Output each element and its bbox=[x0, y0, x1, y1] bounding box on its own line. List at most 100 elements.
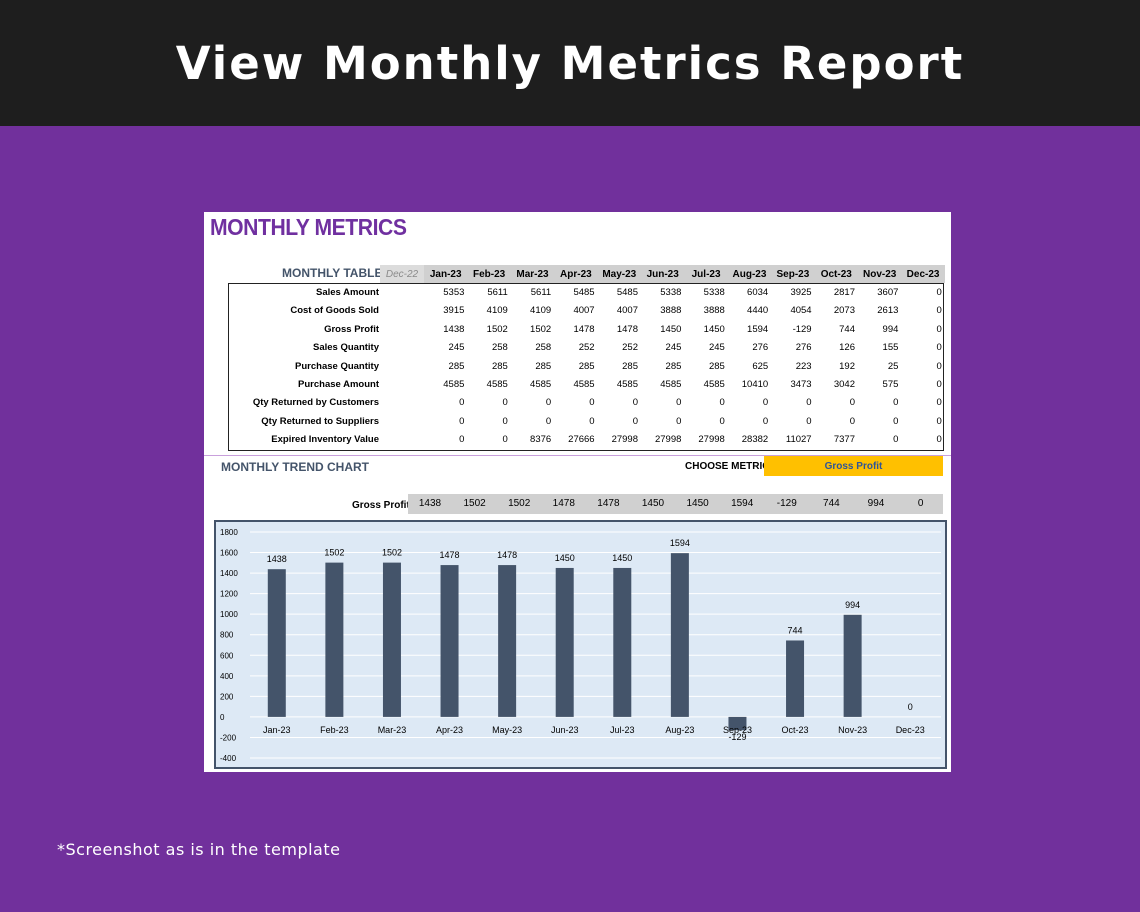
table-row: Purchase Quantity 285 285 285 285 285 285 285 62… bbox=[229, 358, 945, 376]
table-cell: 3888 bbox=[660, 305, 682, 317]
table-cell: 0 bbox=[936, 360, 942, 372]
metric-select[interactable]: Gross Profit bbox=[764, 456, 943, 476]
x-tick-label: Jul-23 bbox=[610, 725, 635, 735]
footnote: *Screenshot as is in the template bbox=[57, 840, 341, 859]
table-cell: 4585 bbox=[573, 379, 595, 390]
table-cell: 625 bbox=[752, 360, 769, 372]
month-header: Sep-23 bbox=[771, 265, 815, 283]
bar bbox=[267, 569, 286, 717]
table-cell: 5353 bbox=[443, 287, 465, 298]
x-tick-label: Apr-23 bbox=[436, 725, 463, 735]
table-cell: 5338 bbox=[660, 287, 682, 298]
strip-value: 1502 bbox=[463, 498, 486, 509]
row-label: Gross Profit bbox=[324, 323, 379, 335]
table-cell: 1502 bbox=[530, 323, 552, 335]
strip-value: 1478 bbox=[597, 498, 620, 509]
bar bbox=[498, 565, 517, 717]
table-cell: 575 bbox=[882, 379, 899, 390]
x-tick-label: Mar-23 bbox=[378, 725, 407, 735]
choose-metric-label: CHOOSE METRIC bbox=[685, 461, 770, 472]
data-label: 1502 bbox=[382, 548, 402, 558]
y-tick-label: 1200 bbox=[220, 590, 238, 599]
banner: View Monthly Metrics Report bbox=[0, 0, 1140, 126]
table-row: Purchase Amount 4585 4585 4585 4585 4585 4585 4… bbox=[229, 376, 945, 394]
table-cell: 4585 bbox=[616, 379, 638, 390]
table-cell: 0 bbox=[632, 397, 638, 409]
x-tick-label: May-23 bbox=[492, 725, 522, 735]
table-cell: 0 bbox=[936, 342, 942, 354]
table-cell: 25 bbox=[887, 360, 899, 372]
table-cell: 5611 bbox=[487, 287, 508, 298]
table-cell: 223 bbox=[795, 360, 812, 372]
table-cell: 0 bbox=[502, 434, 508, 446]
month-header: Oct-23 bbox=[814, 265, 858, 283]
table-cell: 0 bbox=[459, 397, 465, 409]
y-tick-label: 0 bbox=[220, 713, 225, 722]
table-cell: 245 bbox=[708, 342, 725, 354]
table-cell: 0 bbox=[893, 415, 899, 427]
data-label: 1450 bbox=[555, 553, 575, 563]
table-cell: 0 bbox=[545, 397, 552, 409]
month-header: Jul-23 bbox=[684, 265, 728, 283]
table-cell: 27666 bbox=[568, 434, 595, 446]
table-cell: 1450 bbox=[660, 323, 682, 335]
x-tick-label: Aug-23 bbox=[665, 725, 694, 735]
strip-value: 744 bbox=[823, 498, 840, 509]
table-cell: 4007 bbox=[616, 305, 638, 317]
data-label: 1450 bbox=[612, 553, 632, 563]
table-cell: 0 bbox=[849, 397, 855, 409]
data-label: 994 bbox=[845, 600, 860, 610]
month-header: Apr-23 bbox=[554, 265, 598, 283]
table-cell: 0 bbox=[502, 415, 508, 427]
bar bbox=[613, 567, 632, 717]
table-cell: 276 bbox=[752, 342, 769, 354]
table-cell: 0 bbox=[676, 397, 682, 409]
sheet-title: MONTHLY METRICS bbox=[210, 214, 407, 240]
table-row: Gross Profit 1438 1502 1502 1478 1478 1450 1450… bbox=[229, 321, 945, 339]
row-label: Sales Amount bbox=[316, 287, 379, 298]
row-label: Qty Returned to Suppliers bbox=[261, 415, 379, 427]
month-header: Aug-23 bbox=[727, 265, 772, 283]
table-cell: 0 bbox=[936, 305, 942, 317]
strip-value: 1594 bbox=[731, 498, 754, 509]
data-label: 1438 bbox=[267, 554, 287, 564]
table-cell: 0 bbox=[806, 397, 812, 409]
table-cell: 28382 bbox=[741, 434, 769, 446]
y-tick-label: 400 bbox=[220, 672, 234, 681]
table-cell: 0 bbox=[719, 415, 725, 427]
strip-value: 1450 bbox=[641, 498, 665, 509]
data-label: 1478 bbox=[497, 550, 517, 560]
table-cell: 0 bbox=[589, 415, 595, 427]
month-header-prev: Dec-22 bbox=[380, 265, 424, 283]
table-cell: 258 bbox=[491, 342, 508, 354]
table-cell: 0 bbox=[893, 434, 899, 446]
table-cell: 4440 bbox=[747, 305, 769, 317]
table-cell: 5485 bbox=[616, 287, 638, 298]
month-header: May-23 bbox=[597, 265, 641, 283]
table-row: Sales Amount 5353 5611 5611 5485 5485 5338 5338… bbox=[229, 284, 945, 302]
banner-title: View Monthly Metrics Report bbox=[175, 36, 965, 90]
table-cell: 5485 bbox=[573, 287, 595, 298]
section-divider bbox=[204, 455, 951, 456]
bar bbox=[382, 562, 401, 717]
chart-title: MONTHLY TREND CHART bbox=[221, 460, 370, 474]
month-header: Nov-23 bbox=[858, 265, 902, 283]
data-label: 1478 bbox=[440, 550, 460, 560]
strip-value: 1450 bbox=[686, 498, 709, 509]
table-cell: 0 bbox=[893, 397, 899, 409]
bar bbox=[555, 567, 574, 717]
row-label: Qty Returned by Customers bbox=[252, 397, 379, 409]
table-cell: 245 bbox=[665, 342, 682, 354]
data-label: 744 bbox=[788, 625, 803, 635]
table-cell: 285 bbox=[665, 360, 682, 372]
table-cell: 0 bbox=[762, 397, 769, 409]
table-cell: 0 bbox=[762, 415, 769, 427]
data-label: -129 bbox=[728, 732, 746, 742]
table-cell: 4054 bbox=[790, 305, 812, 317]
x-tick-label: Sep-23 bbox=[723, 725, 752, 735]
y-tick-label: 1600 bbox=[220, 549, 238, 558]
month-header: Feb-23 bbox=[467, 265, 511, 283]
table-cell: 27998 bbox=[698, 434, 725, 446]
table-cell: 6034 bbox=[747, 287, 769, 298]
y-tick-label: 1000 bbox=[220, 610, 238, 619]
